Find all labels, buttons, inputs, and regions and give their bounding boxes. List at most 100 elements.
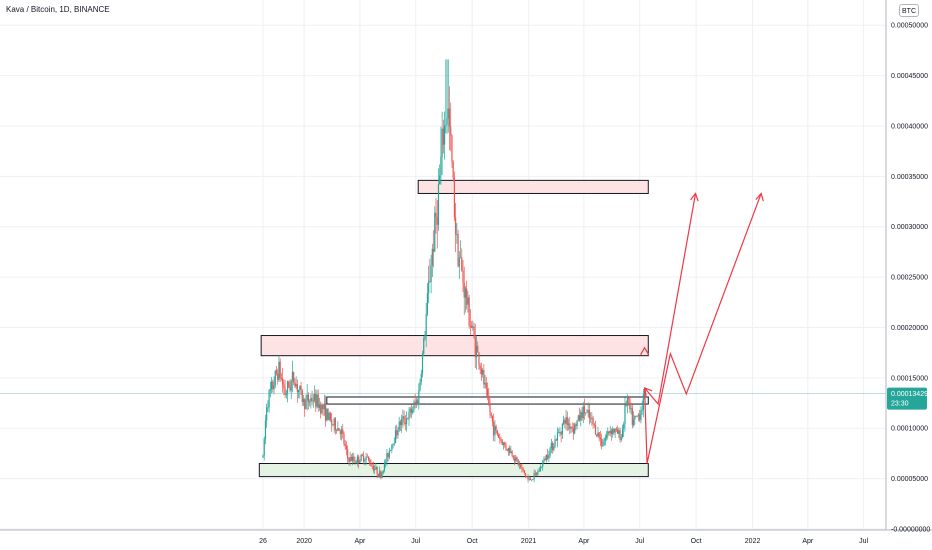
candle xyxy=(522,466,524,472)
candle xyxy=(420,369,422,386)
candle-body xyxy=(338,428,340,431)
candle xyxy=(323,394,325,416)
candle xyxy=(387,452,389,462)
candle xyxy=(321,402,323,415)
candle-body xyxy=(543,458,545,462)
arrow-head xyxy=(690,192,699,202)
candle xyxy=(619,427,621,443)
candle-body xyxy=(363,455,365,462)
candle xyxy=(479,362,481,374)
candle-body xyxy=(581,412,583,419)
candle-body xyxy=(564,420,566,424)
candle xyxy=(490,412,492,419)
candle xyxy=(634,415,636,426)
candle xyxy=(470,321,473,328)
candle-body xyxy=(483,369,485,385)
candle-body xyxy=(466,288,468,305)
candle-body xyxy=(544,458,546,461)
projection-path[interactable] xyxy=(644,193,697,406)
candle xyxy=(353,452,355,464)
time-tick-label: Jul xyxy=(859,538,868,545)
arrow-head xyxy=(643,386,653,396)
candle xyxy=(639,409,641,423)
candle xyxy=(457,229,459,268)
candle xyxy=(504,441,506,448)
candle-body xyxy=(339,430,341,434)
candle xyxy=(327,408,329,421)
candle xyxy=(523,469,525,475)
candle xyxy=(356,454,359,467)
candle xyxy=(295,376,297,390)
candle-body xyxy=(452,161,454,178)
candle xyxy=(512,455,514,461)
candle-body xyxy=(628,398,630,399)
candle xyxy=(581,406,583,421)
candle xyxy=(404,415,406,431)
candle-body xyxy=(393,443,395,444)
candle-body xyxy=(382,470,384,473)
candle-body xyxy=(490,412,492,416)
candle xyxy=(556,427,559,448)
resistance-zone[interactable] xyxy=(417,179,649,194)
candle-body xyxy=(358,456,360,463)
candle xyxy=(463,266,465,316)
candle-body xyxy=(554,439,556,447)
candle xyxy=(532,479,534,480)
time-axis: 26 2020 Apr Jul Oct 2021 Apr Jul Oct 2022 Apr Jul xyxy=(259,538,868,545)
candle-body xyxy=(280,378,283,379)
candle-body xyxy=(351,456,354,461)
candle xyxy=(331,413,333,432)
candle xyxy=(451,134,453,168)
candle xyxy=(480,362,483,381)
candle-body xyxy=(609,430,611,434)
projection-path[interactable] xyxy=(643,193,762,464)
candle xyxy=(426,282,429,317)
candle-body xyxy=(442,128,444,145)
candle xyxy=(533,469,535,483)
candle-body xyxy=(592,417,594,425)
candle xyxy=(398,416,400,433)
candle xyxy=(299,385,301,399)
candle-body xyxy=(641,409,643,411)
candle xyxy=(613,428,615,436)
candle-body xyxy=(619,430,621,441)
resistance-zone[interactable] xyxy=(260,335,649,357)
currency-badge[interactable]: BTC xyxy=(899,4,919,17)
candle-body xyxy=(585,412,587,414)
candle-body xyxy=(299,385,301,390)
candle-body xyxy=(547,454,549,459)
time-tick-label: 26 xyxy=(259,538,267,545)
candle-body xyxy=(324,403,327,421)
candle-body xyxy=(380,471,382,478)
candle xyxy=(472,320,474,331)
candle-body xyxy=(501,440,503,446)
candle-body xyxy=(432,248,435,252)
candle-body xyxy=(334,418,336,431)
candle-body xyxy=(270,381,273,390)
candle xyxy=(502,441,505,450)
candle-body xyxy=(439,175,441,185)
candle-body xyxy=(293,371,295,383)
candle-body xyxy=(331,419,333,425)
candle xyxy=(558,428,560,434)
candle-body xyxy=(473,326,475,338)
candle xyxy=(587,402,589,418)
candle xyxy=(540,466,543,469)
candle-body xyxy=(486,388,489,396)
candle xyxy=(609,425,611,437)
candle xyxy=(413,399,415,413)
candle xyxy=(630,402,632,415)
candle-body xyxy=(414,402,416,404)
candle xyxy=(425,303,427,348)
candle-body xyxy=(612,428,614,434)
candle-body xyxy=(563,420,565,424)
candle-body xyxy=(366,456,368,458)
candle-body xyxy=(580,412,582,421)
candle-body xyxy=(302,399,305,402)
support-zone[interactable] xyxy=(258,462,649,478)
candle xyxy=(428,265,430,304)
candle xyxy=(291,360,294,393)
candle xyxy=(383,459,386,473)
candle-body xyxy=(506,448,508,451)
